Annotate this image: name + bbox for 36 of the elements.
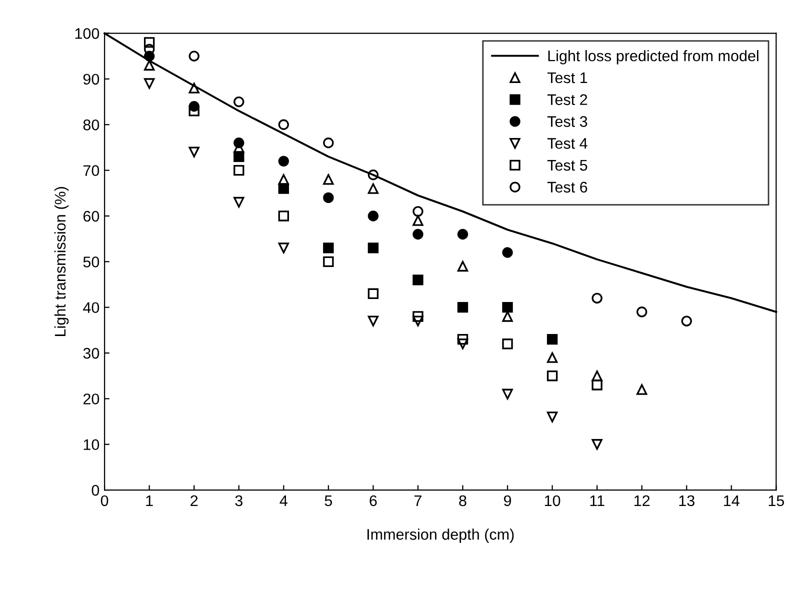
x-tick-label: 10 (544, 495, 560, 506)
legend-label: Test 5 (547, 160, 588, 171)
x-tick-label: 14 (724, 495, 740, 506)
x-tick-label: 12 (634, 495, 650, 506)
x-tick-label: 6 (370, 495, 377, 506)
x-tick-label: 11 (590, 495, 604, 506)
x-tick-label: 13 (679, 495, 694, 506)
legend-label: Light loss predicted from model (548, 50, 758, 64)
y-tick-label: 50 (83, 256, 100, 268)
x-tick-label: 7 (414, 495, 422, 506)
x-tick-label: 3 (235, 495, 242, 506)
x-tick-label: 2 (190, 495, 198, 506)
legend-label: Test 6 (547, 182, 588, 193)
y-tick-label: 0 (92, 484, 100, 496)
x-axis-title: Immersion depth (cm) (367, 528, 514, 543)
legend-label: Test 3 (547, 116, 588, 127)
y-tick-label: 60 (83, 210, 100, 222)
x-tick-label: 0 (100, 495, 108, 506)
x-tick-label: 15 (768, 495, 784, 506)
legend-label: Test 2 (547, 94, 588, 106)
y-tick-label: 90 (83, 74, 100, 85)
y-tick-label: 70 (83, 165, 100, 176)
y-tick-label: 10 (84, 439, 100, 450)
legend-label: Test 4 (547, 138, 588, 149)
x-tick-label: 8 (459, 495, 466, 506)
y-tick-label: 20 (83, 394, 100, 404)
y-tick-label: 30 (83, 348, 100, 359)
x-tick-label: 5 (324, 495, 332, 506)
y-tick-label: 80 (83, 120, 100, 130)
y-tick-label: 40 (83, 302, 100, 314)
y-axis-title: Light transmission (%) (54, 187, 69, 336)
y-tick-label: 100 (75, 28, 100, 39)
x-tick-label: 1 (146, 495, 153, 506)
x-tick-label: 9 (504, 495, 512, 506)
x-tick-label: 4 (280, 495, 288, 506)
legend-label: Test 1 (547, 72, 588, 84)
